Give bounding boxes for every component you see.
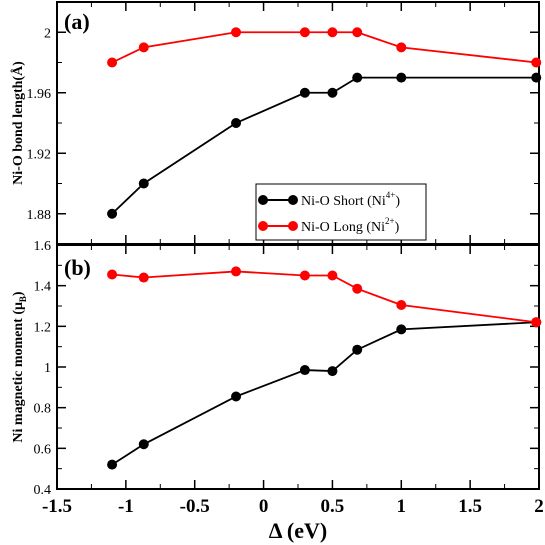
data-point-b-1: [531, 317, 542, 328]
panel-label-b: (b): [64, 255, 91, 280]
series-a: [107, 27, 542, 219]
data-point-b-1: [107, 269, 118, 280]
data-point-a-0: [299, 87, 310, 98]
data-point-b-1: [352, 283, 363, 294]
data-point-a-1: [231, 27, 242, 38]
data-point-b-0: [327, 366, 338, 377]
legend-label-short: Ni-O Short (Ni4+): [301, 190, 400, 209]
y-tick-label-a: 2: [44, 26, 51, 41]
x-tick-label: -0.5: [180, 496, 210, 517]
x-tick-label: 0.5: [321, 496, 345, 517]
data-point-a-0: [231, 118, 242, 128]
data-point-b-1: [231, 266, 242, 277]
x-tick-label: 1: [397, 496, 407, 517]
y-tick-label-b: 1: [44, 361, 51, 376]
data-point-a-1: [396, 42, 407, 53]
panel-label-a: (a): [64, 9, 90, 34]
y-tick-label-b: 0.8: [34, 402, 52, 417]
legend-box: [255, 183, 427, 241]
data-point-a-1: [107, 57, 118, 68]
data-point-a-0: [531, 72, 542, 83]
y-axis-label-a: Ni-O bond length(Å): [10, 61, 26, 185]
data-point-a-0: [327, 87, 338, 98]
data-point-a-1: [327, 27, 338, 38]
y-tick-label-b: 0.6: [34, 442, 52, 457]
legend-label-long: Ni-O Long (Ni2+): [301, 216, 400, 235]
legend-marker-long-end: [288, 221, 298, 231]
y-tick-label-a: 1.96: [27, 87, 52, 102]
series-line-b-1: [111, 270, 537, 324]
legend: Ni-O Short (Ni4+) Ni-O Long (Ni2+): [255, 183, 427, 241]
data-point-a-0: [138, 178, 149, 189]
y-tick-label-a: 1.92: [27, 147, 52, 162]
y-tick-label-b: 1.2: [34, 320, 52, 335]
data-point-a-1: [352, 27, 363, 38]
data-point-a-1: [531, 57, 542, 68]
data-point-b-0: [352, 344, 363, 355]
data-point-b-1: [396, 299, 407, 310]
legend-marker-short-end: [288, 195, 298, 205]
y-tick-label-b: 1.6: [34, 239, 52, 254]
x-tick-label: 0: [259, 496, 269, 517]
series-b: [107, 266, 542, 470]
legend-marker-long: [258, 221, 268, 231]
panel-b: 0.4 0.6 0.8 1 1.2 1.4 1.6 -1.5 -1 -0.5 0 0.5 1 1.5 2 (…: [11, 239, 544, 543]
data-point-b-0: [396, 324, 407, 335]
data-point-a-0: [107, 208, 118, 219]
data-point-a-1: [138, 42, 149, 53]
data-point-a-0: [352, 72, 363, 83]
x-tick-label: 1.5: [458, 496, 482, 517]
data-point-b-1: [138, 272, 149, 283]
legend-marker-short: [258, 195, 268, 205]
x-tick-label: -1: [118, 496, 134, 517]
ticks-b: 0.4 0.6 0.8 1 1.2 1.4 1.6 -1.5 -1 -0.5 0 0.5 1 1.5 2: [34, 239, 544, 517]
data-point-b-0: [138, 439, 149, 450]
y-axis-label-b: Ni magnetic moment (μB): [11, 291, 28, 443]
data-point-b-0: [107, 459, 118, 470]
data-point-b-0: [299, 365, 310, 376]
y-tick-label-b: 1.4: [34, 280, 52, 295]
data-point-b-0: [231, 391, 242, 402]
y-tick-label-b: 0.4: [34, 483, 52, 498]
data-point-a-1: [299, 27, 310, 38]
x-tick-label: 2: [534, 496, 544, 517]
y-tick-label-a: 1.88: [27, 208, 52, 223]
data-point-a-0: [396, 72, 407, 83]
series-line-b-0: [111, 321, 537, 466]
x-tick-label: -1.5: [42, 496, 72, 517]
data-point-b-1: [327, 270, 338, 281]
data-point-b-1: [299, 270, 310, 281]
panel-a: 1.88 1.92 1.96 2 (a) Ni-O bond length(Å) Ni…: [10, 1, 542, 245]
series-line-a-1: [111, 31, 537, 64]
series-line-a-0: [111, 76, 537, 215]
x-axis-label: Δ (eV): [269, 518, 327, 543]
